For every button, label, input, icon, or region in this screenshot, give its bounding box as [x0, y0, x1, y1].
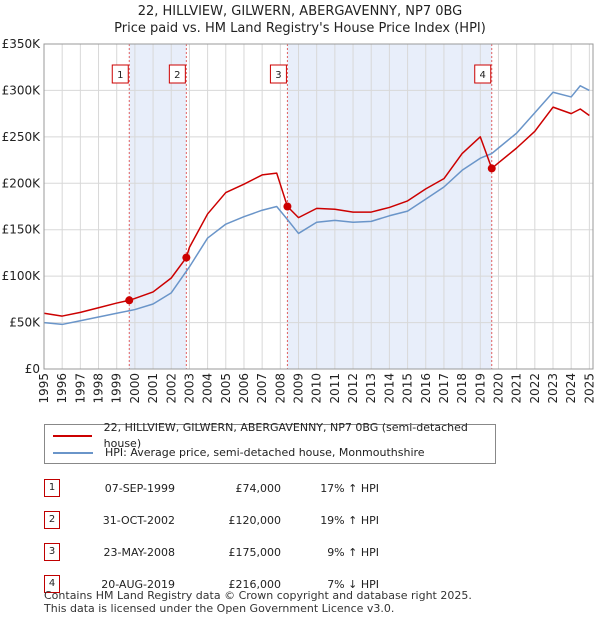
legend-swatch-property [53, 435, 92, 437]
x-tick-label: 2021 [510, 373, 524, 404]
chart-title: 22, HILLVIEW, GILWERN, ABERGAVENNY, NP7 … [137, 4, 463, 19]
x-tick-label: 2005 [219, 373, 233, 404]
sale-date: 20-AUG-2019 [101, 577, 175, 591]
y-tick-label: £100K [2, 269, 42, 283]
sale-date: 31-OCT-2002 [102, 513, 175, 527]
x-tick-label: 2022 [528, 373, 542, 404]
y-tick-label: £150K [2, 223, 42, 237]
sale-label: 3 [275, 70, 281, 81]
sale-number-badge: 3 [44, 543, 60, 561]
x-tick-label: 2009 [292, 373, 306, 404]
x-tick-label: 1995 [37, 373, 51, 404]
sale-label-box [269, 64, 287, 84]
x-tick-label: 2000 [128, 373, 142, 404]
x-tick-label: 1999 [110, 373, 124, 404]
property-line [43, 106, 590, 317]
legend-label-hpi: HPI: Average price, semi-detached house,… [105, 446, 425, 459]
x-tick-label: 2020 [491, 373, 505, 404]
chart-subtitle: Price paid vs. HM Land Registry's House … [114, 21, 486, 36]
legend: 22, HILLVIEW, GILWERN, ABERGAVENNY, NP7 … [44, 421, 496, 464]
x-tick-label: 2024 [564, 373, 578, 404]
sale-number-badge: 1 [44, 479, 60, 497]
sale-hpi-change: 7% ↓ HPI [327, 577, 379, 591]
table-row: 4 20-AUG-2019 £216,000 7% ↓ HPI [44, 568, 379, 600]
sale-price: £216,000 [228, 577, 282, 591]
sale-label: 1 [117, 70, 123, 81]
sale-date: 07-SEP-1999 [104, 481, 175, 495]
x-tick-label: 2019 [473, 373, 487, 404]
sale-hpi-change: 9% ↑ HPI [327, 545, 379, 559]
x-tick-label: 2003 [182, 373, 196, 404]
sale-point [125, 296, 134, 305]
y-tick-label: £350K [2, 37, 42, 51]
sale-number-badge: 4 [44, 575, 60, 593]
x-tick-label: 2012 [346, 373, 360, 404]
x-tick-label: 2016 [419, 373, 433, 404]
sale-hpi-change: 17% ↑ HPI [320, 481, 379, 495]
x-tick-label: 2014 [382, 373, 396, 404]
sale-price: £74,000 [235, 481, 282, 495]
hpi-line [43, 85, 590, 326]
legend-label-property: 22, HILLVIEW, GILWERN, ABERGAVENNY, NP7 … [103, 421, 468, 450]
sale-label: 4 [480, 70, 486, 81]
x-tick-label: 2010 [310, 373, 324, 404]
x-tick-label: 1996 [55, 373, 69, 404]
price-chart: 1 2 3 4 £0 £50K £100K £150K £200K £250K £300K £350K… [2, 37, 597, 404]
y-tick-label: £250K [2, 130, 42, 144]
x-tick-label: 2004 [201, 373, 215, 404]
y-tick-label: £200K [2, 176, 42, 190]
x-tick-label: 2018 [455, 373, 469, 404]
x-tick-label: 2006 [237, 373, 251, 404]
sales-table: 1 07-SEP-1999 £74,000 17% ↑ HPI 2 31-OCT… [44, 472, 379, 600]
legend-item-property: 22, HILLVIEW, GILWERN, ABERGAVENNY, NP7 … [53, 421, 495, 450]
y-tick-label: £50K [9, 316, 41, 330]
footer-note: Contains HM Land Registry data © Crown c… [44, 589, 472, 615]
sale-price: £120,000 [228, 513, 282, 527]
shaded-period [129, 44, 187, 369]
x-tick-label: 2017 [437, 373, 451, 404]
sale-number-badge: 2 [44, 511, 60, 529]
x-tick-label: 2011 [328, 373, 342, 404]
sale-label-box [168, 64, 186, 84]
table-row: 3 23-MAY-2008 £175,000 9% ↑ HPI [44, 536, 379, 568]
x-tick-label: 2007 [255, 373, 269, 404]
sale-point [182, 253, 191, 262]
sale-label-box [474, 64, 492, 84]
sale-hpi-change: 19% ↑ HPI [320, 513, 379, 527]
table-row: 1 07-SEP-1999 £74,000 17% ↑ HPI [44, 472, 379, 504]
footer-line-1: Contains HM Land Registry data © Crown c… [44, 589, 472, 602]
legend-item-hpi: HPI: Average price, semi-detached house,… [53, 445, 425, 461]
sale-point [283, 202, 292, 211]
x-tick-label: 2013 [364, 373, 378, 404]
legend-swatch-hpi [53, 452, 93, 454]
x-tick-label: 2015 [401, 373, 415, 404]
footer-line-2: This data is licensed under the Open Gov… [44, 602, 395, 615]
plot-border [43, 43, 594, 370]
x-tick-label: 2008 [273, 373, 287, 404]
x-tick-label: 2002 [164, 373, 178, 404]
x-tick-label: 2001 [146, 373, 160, 404]
sale-label: 2 [174, 70, 180, 81]
sale-label-box [111, 64, 129, 84]
x-tick-label: 2025 [582, 373, 596, 404]
sale-point [487, 164, 496, 173]
x-tick-label: 1998 [92, 373, 106, 404]
sale-price: £175,000 [228, 545, 282, 559]
x-tick-label: 2023 [546, 373, 560, 404]
y-tick-label: £0 [25, 362, 40, 376]
table-row: 2 31-OCT-2002 £120,000 19% ↑ HPI [44, 504, 379, 536]
x-tick-label: 1997 [73, 373, 87, 404]
y-tick-label: £300K [2, 83, 42, 97]
sale-date: 23-MAY-2008 [103, 545, 175, 559]
